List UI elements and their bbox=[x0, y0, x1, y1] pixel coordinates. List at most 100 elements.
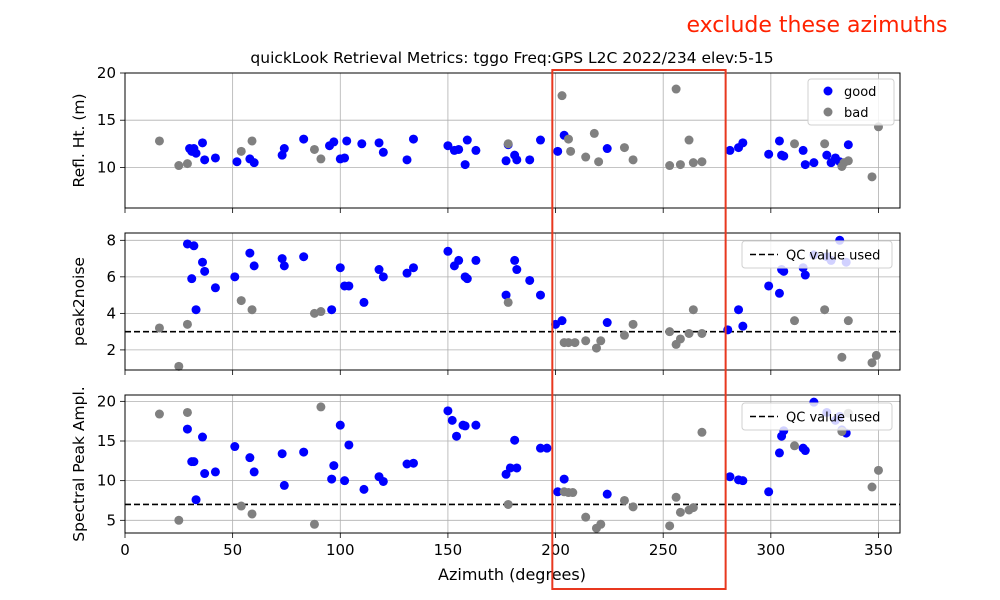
good-point bbox=[501, 290, 511, 300]
good-point bbox=[187, 274, 197, 284]
good-point bbox=[525, 275, 535, 285]
good-point bbox=[299, 134, 309, 144]
bad-point bbox=[790, 139, 800, 149]
x-tick-label: 150 bbox=[434, 541, 463, 559]
good-point bbox=[210, 153, 220, 163]
good-point bbox=[542, 443, 552, 453]
bad-point bbox=[671, 492, 681, 502]
bad-point bbox=[316, 402, 326, 412]
bad-point bbox=[247, 136, 257, 146]
bad-point bbox=[581, 336, 591, 346]
excluded-azimuth-box bbox=[551, 69, 727, 590]
y-tick-label: 4 bbox=[106, 304, 116, 322]
y-tick-label: 10 bbox=[97, 158, 116, 176]
bad-point bbox=[174, 361, 184, 371]
bad-point bbox=[820, 139, 830, 149]
bad-point bbox=[316, 154, 326, 164]
good-point bbox=[344, 440, 354, 450]
good-point bbox=[335, 263, 345, 273]
bad-point bbox=[247, 509, 257, 519]
good-point bbox=[359, 484, 369, 494]
good-point bbox=[408, 263, 418, 273]
bad-point bbox=[236, 501, 246, 511]
bad-point bbox=[873, 465, 883, 475]
bad-point bbox=[619, 330, 629, 340]
legend-bad-swatch bbox=[823, 107, 833, 117]
legend-bad-label: bad bbox=[844, 106, 868, 121]
good-point bbox=[774, 136, 784, 146]
bad-point bbox=[675, 334, 685, 344]
bad-point bbox=[596, 336, 606, 346]
legend-box bbox=[741, 240, 893, 269]
good-point bbox=[299, 252, 309, 262]
good-point bbox=[460, 421, 470, 431]
bad-point bbox=[309, 144, 319, 154]
bad-point bbox=[589, 128, 599, 138]
x-tick-label: 0 bbox=[120, 541, 130, 559]
good-point bbox=[734, 305, 744, 315]
good-point bbox=[602, 318, 612, 328]
bad-point bbox=[182, 407, 192, 417]
bad-point bbox=[236, 296, 246, 306]
bad-point bbox=[820, 305, 830, 315]
good-point bbox=[443, 141, 453, 151]
legend-good-swatch bbox=[823, 86, 833, 96]
good-point bbox=[512, 463, 522, 473]
bad-point bbox=[665, 521, 675, 531]
good-point bbox=[725, 472, 735, 482]
bad-point bbox=[557, 91, 567, 101]
y-tick-label: 10 bbox=[97, 472, 116, 490]
legend-good-label: good bbox=[844, 85, 876, 100]
good-point bbox=[357, 139, 367, 149]
good-point bbox=[602, 489, 612, 499]
good-point bbox=[327, 474, 337, 484]
good-point bbox=[408, 458, 418, 468]
good-point bbox=[245, 453, 255, 463]
legend-qc-label: QC value used bbox=[786, 411, 880, 426]
y-axis-label: Refl. Ht. (m) bbox=[70, 93, 88, 187]
good-point bbox=[210, 283, 220, 293]
good-point bbox=[191, 305, 201, 315]
bad-point bbox=[675, 160, 685, 170]
bad-point bbox=[182, 319, 192, 329]
bad-point bbox=[154, 409, 164, 419]
good-point bbox=[779, 266, 789, 276]
good-point bbox=[200, 266, 210, 276]
good-point bbox=[344, 281, 354, 291]
bad-point bbox=[697, 427, 707, 437]
good-point bbox=[454, 255, 464, 265]
good-point bbox=[249, 158, 259, 168]
y-tick-label: 15 bbox=[97, 432, 116, 450]
bad-point bbox=[503, 297, 513, 307]
good-point bbox=[189, 457, 199, 467]
good-point bbox=[340, 476, 350, 486]
legend-qc-label: QC value used bbox=[786, 249, 880, 264]
bad-point bbox=[182, 159, 192, 169]
good-point bbox=[402, 268, 412, 278]
good-point bbox=[764, 281, 774, 291]
bad-point bbox=[697, 328, 707, 338]
bad-point bbox=[596, 519, 606, 529]
good-point bbox=[764, 487, 774, 497]
good-point bbox=[230, 442, 240, 452]
good-point bbox=[335, 420, 345, 430]
good-point bbox=[447, 415, 457, 425]
bad-point bbox=[675, 507, 685, 517]
good-point bbox=[182, 424, 192, 434]
good-point bbox=[557, 316, 567, 326]
y-tick-label: 20 bbox=[97, 392, 116, 410]
good-point bbox=[553, 487, 563, 497]
axes-frame bbox=[124, 232, 901, 371]
bad-point bbox=[843, 316, 853, 326]
exclude-annotation: exclude these azimuths bbox=[686, 13, 947, 38]
good-point bbox=[452, 431, 462, 441]
bad-point bbox=[563, 134, 573, 144]
bad-point bbox=[570, 338, 580, 348]
good-point bbox=[408, 134, 418, 144]
x-tick-label: 250 bbox=[649, 541, 678, 559]
good-point bbox=[245, 248, 255, 258]
good-point bbox=[501, 469, 511, 479]
good-point bbox=[525, 155, 535, 165]
good-point bbox=[327, 305, 337, 315]
